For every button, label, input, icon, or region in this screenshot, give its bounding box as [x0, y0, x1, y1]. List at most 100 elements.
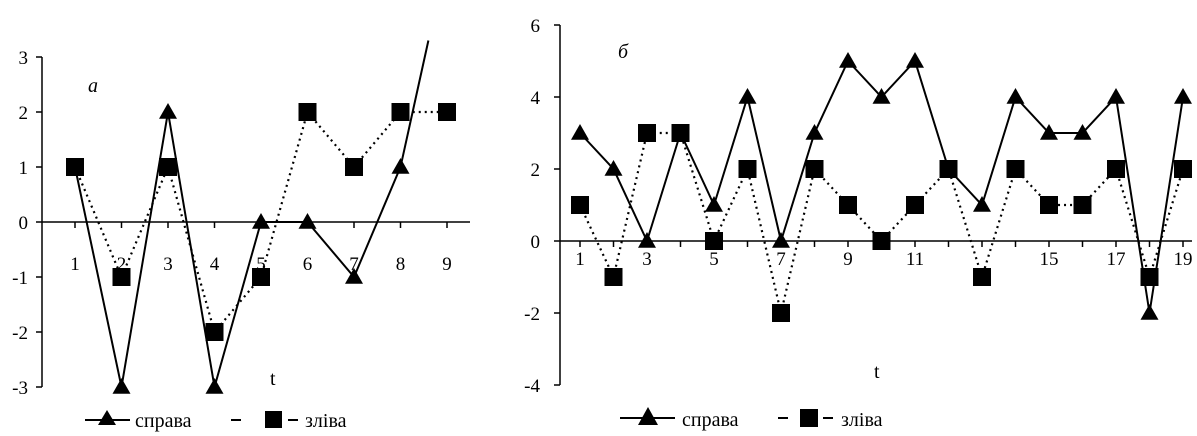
- data-point-triangle: [1174, 88, 1192, 104]
- chart-a-x-ticks: 1 2 3 4 5 6 7 8 9: [70, 222, 452, 275]
- data-point-square: [1174, 160, 1192, 178]
- y-tick-label: 2: [19, 103, 29, 124]
- x-tick-label: 2: [117, 254, 127, 275]
- data-point-square: [571, 196, 589, 214]
- x-tick-label: 17: [1107, 249, 1126, 270]
- y-tick-label: 4: [531, 88, 541, 109]
- data-point-triangle: [906, 52, 924, 68]
- series-line-справа: [74, 40, 430, 388]
- data-point-square: [839, 196, 857, 214]
- data-point-square: [159, 158, 177, 176]
- legend-a-label-зліва: зліва: [305, 410, 347, 432]
- legend-a-square-marker: [265, 411, 282, 428]
- data-point-square: [805, 160, 824, 178]
- x-tick-label: 6: [303, 254, 313, 275]
- legend-b-square-marker: [800, 409, 818, 427]
- legend-b-label-зліва: зліва: [841, 409, 883, 431]
- y-tick-label: 0: [19, 213, 29, 234]
- y-tick-label: -1: [12, 268, 28, 289]
- data-point-triangle: [1140, 304, 1159, 320]
- data-point-triangle: [973, 196, 991, 212]
- legend-a-triangle-marker: [98, 410, 116, 425]
- y-tick-label: -2: [12, 323, 28, 344]
- data-point-triangle: [391, 158, 410, 174]
- data-point-square: [906, 196, 924, 214]
- chart-a: 3 2 1 0 -1 -2 -3 1 2 3 4 5 6 7 8 9 а t справа зліва: [12, 40, 470, 432]
- data-point-triangle: [604, 160, 623, 176]
- data-point-triangle: [112, 378, 131, 394]
- data-point-square: [66, 158, 84, 176]
- data-point-square: [112, 268, 131, 286]
- chart-b: 6 4 2 0 -2 -4 1 3 5 7 9 11 15 17 19 б t справа зліва: [524, 16, 1192, 431]
- x-tick-label: 5: [709, 249, 719, 270]
- chart-b-axes: [559, 25, 1192, 385]
- y-tick-label: 0: [531, 232, 541, 253]
- y-tick-label: -2: [524, 304, 540, 325]
- x-tick-label: 7: [349, 254, 359, 275]
- data-point-triangle: [805, 124, 824, 140]
- y-tick-label: -4: [524, 376, 540, 397]
- chart-b-legend: справа зліва: [620, 407, 883, 431]
- data-point-square: [1140, 268, 1159, 286]
- data-point-square: [1107, 160, 1125, 178]
- y-tick-label: -3: [12, 378, 28, 399]
- y-tick-label: 1: [19, 158, 29, 179]
- x-tick-label: 9: [442, 254, 452, 275]
- data-point-square: [1073, 196, 1092, 214]
- data-point-triangle: [298, 213, 317, 229]
- data-point-triangle: [1040, 124, 1058, 140]
- chart-b-series: [571, 52, 1192, 322]
- data-point-triangle: [205, 378, 224, 394]
- x-tick-label: 1: [575, 249, 585, 270]
- data-point-square: [205, 323, 224, 341]
- data-point-triangle: [252, 213, 270, 229]
- data-point-triangle: [571, 124, 589, 140]
- legend-b-triangle-marker: [638, 407, 658, 425]
- chart-b-panel-label: б: [618, 41, 629, 63]
- data-point-triangle: [345, 268, 363, 284]
- x-tick-label: 3: [642, 249, 652, 270]
- chart-b-y-ticks: 6 4 2 0 -2 -4: [524, 16, 560, 397]
- data-point-square: [939, 160, 958, 178]
- data-point-triangle: [1073, 124, 1092, 140]
- data-point-square: [345, 158, 363, 176]
- legend-b-label-справа: справа: [682, 409, 739, 431]
- x-tick-label: 4: [210, 254, 220, 275]
- data-point-square: [604, 268, 623, 286]
- data-point-triangle: [159, 103, 177, 119]
- x-tick-label: 3: [163, 254, 173, 275]
- data-point-square: [973, 268, 991, 286]
- data-point-square: [298, 103, 317, 121]
- chart-b-x-axis-title: t: [874, 361, 880, 383]
- data-point-square: [738, 160, 757, 178]
- data-point-triangle: [738, 88, 757, 104]
- chart-a-y-ticks: 3 2 1 0 -1 -2 -3: [12, 48, 42, 399]
- chart-a-panel-label: а: [88, 75, 98, 97]
- data-point-square: [438, 103, 456, 121]
- data-point-triangle: [1107, 88, 1125, 104]
- data-point-triangle: [772, 232, 790, 248]
- chart-a-x-axis-title: t: [270, 368, 276, 390]
- data-point-square: [671, 124, 690, 142]
- data-point-square: [705, 232, 723, 250]
- data-point-square: [391, 103, 410, 121]
- x-tick-label: 9: [843, 249, 853, 270]
- x-tick-label: 19: [1174, 249, 1193, 270]
- data-point-triangle: [638, 232, 656, 248]
- x-tick-label: 8: [396, 254, 406, 275]
- data-point-triangle: [839, 52, 857, 68]
- legend-a-label-справа: справа: [135, 410, 192, 432]
- series-line-зліва: [579, 131, 1185, 314]
- x-tick-label: 5: [256, 254, 266, 275]
- data-point-square: [872, 232, 891, 250]
- data-point-triangle: [1006, 88, 1025, 104]
- x-tick-label: 7: [776, 249, 786, 270]
- data-point-square: [772, 304, 790, 322]
- data-point-triangle: [705, 196, 723, 212]
- y-tick-label: 6: [531, 16, 541, 37]
- y-tick-label: 3: [19, 48, 29, 69]
- data-point-square: [1006, 160, 1025, 178]
- chart-a-legend: справа зліва: [85, 410, 347, 432]
- x-tick-label: 11: [906, 249, 924, 270]
